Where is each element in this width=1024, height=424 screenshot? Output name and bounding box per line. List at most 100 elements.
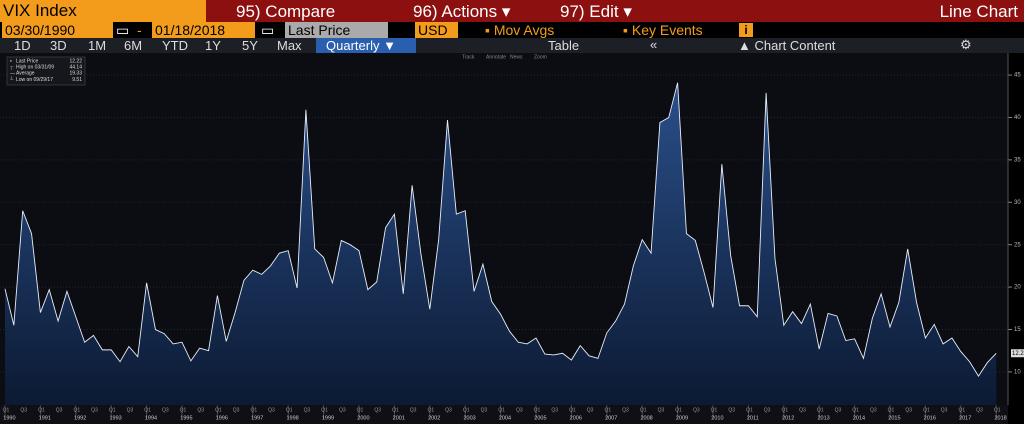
quarter-label: Q1 [427,407,434,413]
chart-tool: Track [462,54,475,60]
y-tick-label: 40 [1014,115,1021,121]
ticker: VIX Index [3,1,77,20]
year-label: 2004 [499,415,511,421]
quarter-label: Q1 [852,407,859,413]
y-tick-label: 20 [1014,285,1021,291]
year-label: 1992 [74,415,86,421]
legend-label: Last Price [16,58,38,64]
quarter-label: Q3 [622,407,629,413]
y-tick-label: 25 [1014,242,1021,248]
quarter-label: Q1 [286,407,293,413]
quarter-label: Q3 [162,407,169,413]
quarter-label: Q1 [250,407,257,413]
quarter-label: Q1 [817,407,824,413]
calendar-icon[interactable]: ▭ [116,22,130,38]
mov-avgs[interactable]: ▪ Mov Avgs [485,22,555,38]
range-button[interactable]: 1M [88,38,107,53]
start-date[interactable]: 03/30/1990 [2,22,113,38]
date-bar: 03/30/1990 ▭ - 01/18/2018 ▭ Last Price U… [0,22,1024,38]
period-select[interactable]: Quarterly ▼ [316,38,416,53]
quarter-label: Q3 [233,407,240,413]
chart: Track Annotate News Zoom 10 15 20 25 30 35 40 45 12.… [0,53,1024,424]
quarter-label: Q3 [268,407,275,413]
chart-content-label: Chart Content [754,38,836,53]
collapse-button[interactable]: « [650,37,658,52]
quarter-label: Q1 [109,407,116,413]
quarter-label: Q1 [746,407,753,413]
price-line [4,82,997,378]
range-bar: 1D 3D 1M 6M YTD 1Y 5Y Max Quarterly ▼ Table « ▲… [0,37,1024,53]
quarter-label: Q3 [941,407,948,413]
ticker-box[interactable]: VIX Index [0,0,206,22]
quarter-label: Q1 [463,407,470,413]
quarter-label: Q1 [888,407,895,413]
quarter-label: Q3 [197,407,204,413]
year-label: 2016 [924,415,936,421]
compare[interactable]: 95) Compare [236,2,336,21]
legend-value: 9.51 [72,77,82,83]
quarter-label: Q3 [799,407,806,413]
year-label: 1998 [286,415,298,421]
quarter-label: Q3 [410,407,417,413]
range-button[interactable]: 6M [124,38,143,53]
year-label: 2006 [570,415,582,421]
info-icon[interactable]: i [739,23,753,37]
range-button[interactable]: 1D [14,38,31,53]
quarter-label: Q3 [870,407,877,413]
legend-value: 19.33 [69,71,82,77]
last-value-label: 12.22 [1012,351,1024,357]
year-label: 2005 [534,415,546,421]
x-axis-band [0,405,1008,424]
quarter-label: Q1 [215,407,222,413]
quarter-label: Q3 [445,407,452,413]
legend-value: 44.14 [69,65,82,71]
year-label: 1993 [109,415,121,421]
quarter-label: Q1 [569,407,576,413]
legend-value: 12.22 [69,58,82,64]
mov-avgs-label: Mov Avgs [493,22,555,38]
year-label: 1990 [3,415,15,421]
range-button[interactable]: 3D [50,38,67,53]
chart-tool: Zoom [534,54,547,60]
year-label: 2008 [640,415,652,421]
year-label: 2015 [888,415,900,421]
chart-type: Line Chart [939,2,1018,21]
range-button[interactable]: YTD [162,38,188,53]
year-label: 2007 [605,415,617,421]
chart-content[interactable]: ▲ Chart Content [738,38,836,53]
quarter-label: Q3 [693,407,700,413]
legend-label: High on 03/31/09 [16,65,54,71]
y-tick-label: 15 [1014,327,1021,333]
year-label: 1996 [216,415,228,421]
end-date[interactable]: 01/18/2018 [152,22,255,38]
quarter-label: Q3 [339,407,346,413]
settings-button[interactable]: ⚙ [960,37,972,52]
year-label: 1995 [180,415,192,421]
period-label: Quarterly [326,38,380,53]
key-events[interactable]: ▪ Key Events [623,22,703,38]
range-button[interactable]: 5Y [242,38,258,53]
calendar-icon[interactable]: ▭ [261,22,275,38]
quarter-label: Q1 [781,407,788,413]
field-select[interactable]: Last Price [285,22,388,38]
legend-box [6,56,86,86]
quarter-label: Q1 [604,407,611,413]
quarter-label: Q1 [711,407,718,413]
legend-marker: — [10,71,15,77]
year-label: 2000 [357,415,369,421]
currency-select[interactable]: USD [415,22,458,38]
y-tick-label: 10 [1014,369,1021,375]
range-button[interactable]: Max [277,38,302,53]
quarter-label: Q3 [91,407,98,413]
quarter-label: Q3 [551,407,558,413]
edit[interactable]: 97) Edit ▾ [560,2,632,21]
year-label: 2009 [676,415,688,421]
table-button[interactable]: Table [548,38,580,53]
quarter-label: Q1 [3,407,10,413]
area [5,82,997,406]
year-label: 1999 [322,415,334,421]
actions[interactable]: 96) Actions ▾ [413,2,511,21]
quarter-label: Q3 [127,407,134,413]
quarter-label: Q3 [764,407,771,413]
range-button[interactable]: 1Y [205,38,221,53]
